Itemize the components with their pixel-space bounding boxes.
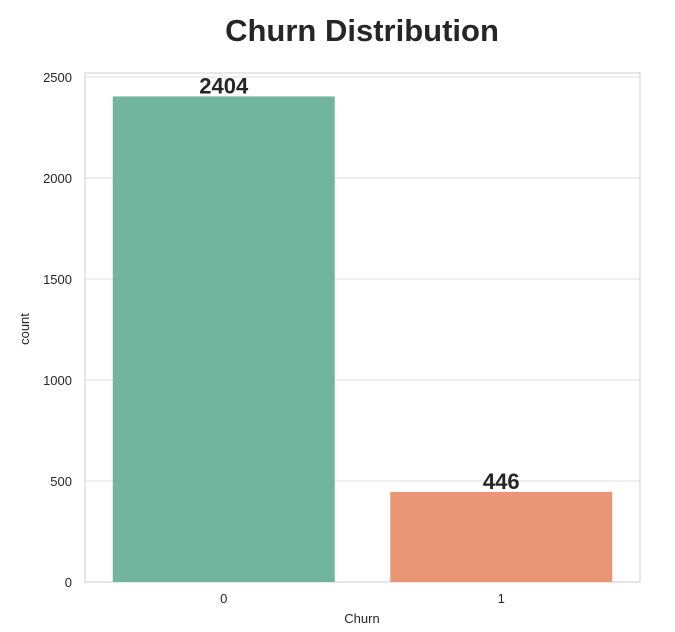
bar-0 [112, 96, 335, 582]
x-tick-label: 1 [498, 591, 505, 606]
y-tick-label: 2500 [43, 70, 72, 85]
y-axis-label: count [17, 313, 32, 345]
x-tick-label: 0 [220, 591, 227, 606]
y-tick-label: 500 [50, 474, 72, 489]
bar-value-label: 2404 [199, 73, 249, 98]
y-tick-label: 0 [65, 575, 72, 590]
x-axis-label: Churn [344, 611, 379, 626]
y-axis-ticks: 0 500 1000 1500 2000 2500 [43, 70, 72, 590]
bar-value-label: 446 [483, 469, 520, 494]
y-tick-label: 1500 [43, 272, 72, 287]
bars [112, 96, 613, 582]
bar-value-labels: 2404 446 [199, 73, 519, 493]
y-tick-label: 2000 [43, 171, 72, 186]
chart-title: Churn Distribution [225, 13, 499, 48]
plot-frame [84, 72, 641, 583]
bar-1 [390, 491, 613, 582]
y-tick-label: 1000 [43, 373, 72, 388]
